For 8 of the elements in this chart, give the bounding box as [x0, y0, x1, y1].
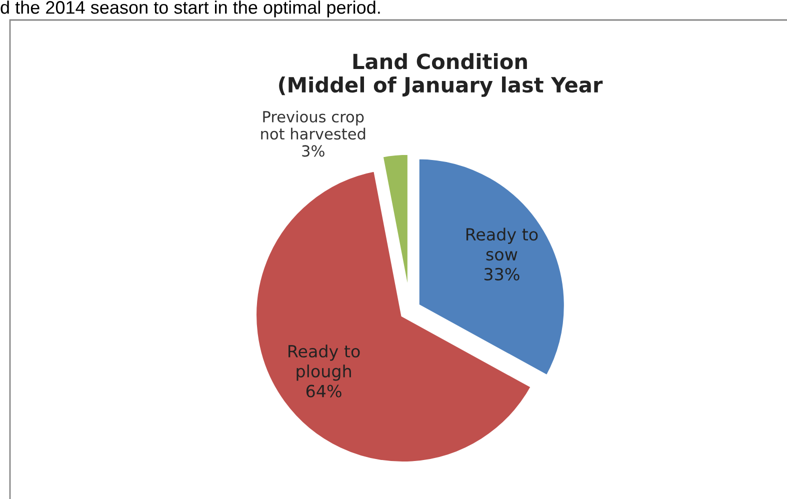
data-label: 3%	[302, 145, 324, 157]
text: d the 2014 season to start in the optimal period.	[0, 0, 380, 18]
data-label: 33%	[484, 268, 520, 281]
slice-label: Ready to sow	[466, 228, 538, 261]
data-label: 64%	[306, 384, 342, 398]
chart-title: Land Condition (Middel of January last Year	[279, 53, 603, 97]
slice-label: Ready to plough	[288, 344, 360, 381]
slice-label: Previous crop not harvested	[261, 110, 366, 140]
